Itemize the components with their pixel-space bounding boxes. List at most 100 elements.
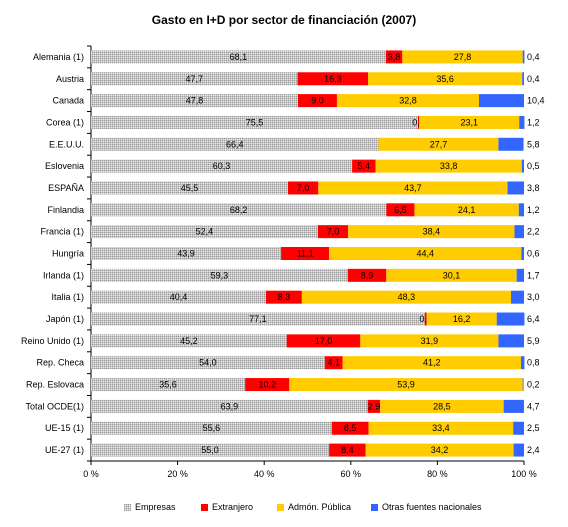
data-label: 54,0 xyxy=(199,358,217,368)
legend: Empresas Extranjero Admón. Pública Otras fu… xyxy=(124,502,482,512)
bar-segment xyxy=(324,356,343,370)
category-label: Reino Unido (1) xyxy=(21,336,84,346)
data-label: 40,4 xyxy=(170,292,188,302)
x-tick-label: 20 % xyxy=(167,469,188,479)
bar-segment xyxy=(91,421,332,435)
bar-segment xyxy=(503,399,524,413)
bar-segment xyxy=(301,290,512,304)
data-label: 6,5 xyxy=(394,205,407,215)
data-label: 34,2 xyxy=(431,445,449,455)
data-label: 0,4 xyxy=(527,74,540,84)
bar-segment xyxy=(522,378,524,392)
category-label: E.E.U.U. xyxy=(49,139,84,149)
bar-segment xyxy=(91,247,282,260)
bar-segment xyxy=(380,399,504,413)
data-label: 52,4 xyxy=(196,227,214,237)
bar-segment xyxy=(91,356,325,370)
chart-title: Gasto en I+D por sector de financiación … xyxy=(152,13,416,27)
bar-segment xyxy=(368,421,514,435)
bar-segment xyxy=(414,203,519,217)
category-label: Rep. Checa xyxy=(36,358,84,368)
bar-segment xyxy=(329,443,366,457)
data-label: 77,1 xyxy=(249,314,267,324)
category-label: Finlandia xyxy=(47,205,84,215)
bar-segment xyxy=(91,378,246,392)
data-label: 4,7 xyxy=(527,401,540,411)
bar-segment xyxy=(265,290,302,304)
data-label: 63,9 xyxy=(221,401,239,411)
data-label: 33,4 xyxy=(432,423,450,433)
bar-segment xyxy=(352,159,376,173)
bar-segment xyxy=(91,290,266,304)
data-label: 68,2 xyxy=(230,205,248,215)
bar-segment xyxy=(91,312,425,326)
data-label: 0,6 xyxy=(527,249,540,259)
data-label: 27,7 xyxy=(430,139,448,149)
data-label: 2,4 xyxy=(527,445,540,455)
data-label: 47,8 xyxy=(186,96,204,106)
data-label: 75,5 xyxy=(246,117,264,127)
bar-segment xyxy=(286,334,361,348)
bar-segment xyxy=(347,268,387,282)
bar-segment xyxy=(365,443,514,457)
data-label: 8,9 xyxy=(361,270,374,280)
bar-segment xyxy=(91,334,287,348)
data-label: 23,1 xyxy=(460,117,478,127)
data-label: 31,9 xyxy=(421,336,439,346)
data-label: 28,5 xyxy=(433,401,451,411)
data-label: 35,6 xyxy=(436,74,454,84)
bar-segment xyxy=(342,356,521,370)
data-label: 33,8 xyxy=(440,161,458,171)
data-label: 44,4 xyxy=(417,249,435,259)
data-label: 7,0 xyxy=(327,227,340,237)
bar-segment xyxy=(402,50,523,64)
data-label: 16,2 xyxy=(453,314,471,324)
data-label: 10,4 xyxy=(527,96,545,106)
bar-segment xyxy=(91,443,330,457)
bar-segment xyxy=(317,225,349,239)
category-label: Eslovenia xyxy=(45,161,84,171)
plot-area: 0 % 20 % 40 % 60 % 80 % 100 % Alemania (1) 68,1… xyxy=(21,45,545,479)
bar-segment xyxy=(360,334,499,348)
bar-segment xyxy=(513,421,524,435)
bar-segment xyxy=(375,159,522,173)
data-label: 0,3 xyxy=(412,117,425,127)
legend-label: Empresas xyxy=(135,502,176,512)
bar-segment xyxy=(91,94,298,108)
bar-segment xyxy=(348,225,515,239)
data-label: 43,7 xyxy=(404,183,422,193)
data-label: 1,7 xyxy=(527,270,540,280)
data-label: 3,0 xyxy=(527,292,540,302)
data-label: 5,9 xyxy=(527,336,540,346)
bar-segment xyxy=(478,94,524,108)
category-label: Canada xyxy=(52,96,84,106)
bar-segment xyxy=(329,247,522,260)
bar-segment xyxy=(514,225,524,239)
bar-segment xyxy=(245,378,290,392)
data-label: 41,2 xyxy=(423,358,441,368)
bar-segment xyxy=(522,72,524,86)
bar-segment xyxy=(281,247,330,260)
category-label: Alemania (1) xyxy=(33,52,84,62)
bar-segment xyxy=(91,72,298,86)
data-label: 0,4 xyxy=(527,52,540,62)
data-label: 5,8 xyxy=(527,139,540,149)
bar-segment xyxy=(518,203,524,217)
bar-segment xyxy=(496,312,525,326)
data-label: 17,0 xyxy=(315,336,333,346)
bar-segment xyxy=(386,203,415,217)
data-label: 47,7 xyxy=(186,74,204,84)
bar-segment xyxy=(378,137,499,151)
category-label: Irlanda (1) xyxy=(43,270,84,280)
category-label: Italia (1) xyxy=(51,292,84,302)
data-label: 8,3 xyxy=(278,292,291,302)
data-label: 0,2 xyxy=(527,380,540,390)
data-label: 45,2 xyxy=(180,336,198,346)
bar-segment xyxy=(498,334,524,348)
category-label: UE-15 (1) xyxy=(45,423,84,433)
x-tick-label: 40 % xyxy=(254,469,275,479)
data-label: 55,6 xyxy=(203,423,221,433)
category-label: Total OCDE(1) xyxy=(25,401,84,411)
category-label: Japón (1) xyxy=(46,314,84,324)
bar-segment xyxy=(91,268,348,282)
